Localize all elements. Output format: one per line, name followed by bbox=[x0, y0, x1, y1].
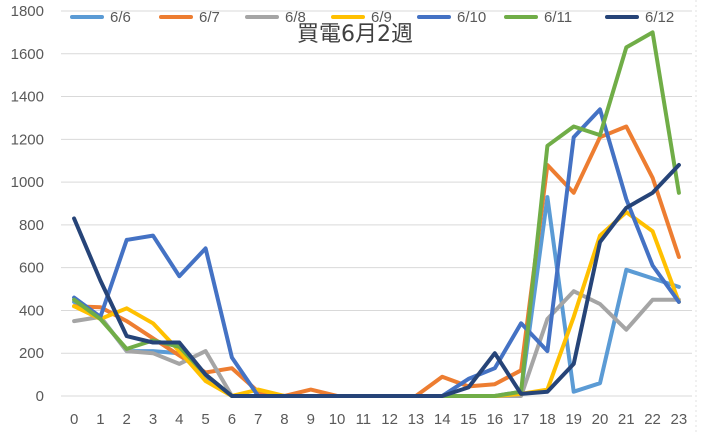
x-tick-label: 4 bbox=[175, 411, 183, 428]
x-tick-label: 23 bbox=[671, 411, 688, 428]
legend-label: 6/10 bbox=[457, 9, 486, 26]
legend-label: 6/6 bbox=[110, 9, 131, 26]
x-tick-label: 16 bbox=[486, 411, 503, 428]
x-tick-label: 1 bbox=[96, 411, 104, 428]
y-tick-label: 1200 bbox=[11, 131, 44, 148]
x-tick-label: 8 bbox=[280, 411, 288, 428]
y-tick-label: 200 bbox=[19, 345, 44, 362]
x-tick-label: 20 bbox=[592, 411, 609, 428]
x-axis: 0 1 2 3 4 5 6 7 8 9 10 11 12 13 14 15 16 17 18 19 20 21 22 23 bbox=[70, 411, 687, 428]
legend-label: 6/7 bbox=[199, 9, 220, 26]
y-tick-label: 800 bbox=[19, 217, 44, 234]
x-tick-label: 19 bbox=[565, 411, 582, 428]
x-tick-label: 2 bbox=[123, 411, 131, 428]
x-tick-label: 12 bbox=[381, 411, 398, 428]
x-tick-label: 3 bbox=[149, 411, 157, 428]
x-tick-label: 13 bbox=[408, 411, 425, 428]
legend-label: 6/11 bbox=[544, 9, 572, 26]
x-tick-label: 21 bbox=[618, 411, 635, 428]
y-tick-label: 1800 bbox=[11, 3, 44, 20]
y-tick-label: 1000 bbox=[11, 174, 44, 191]
y-tick-label: 400 bbox=[19, 302, 44, 319]
legend-label: 6/8 bbox=[285, 9, 306, 26]
series-line-6-12 bbox=[72, 163, 681, 398]
x-tick-label: 5 bbox=[201, 411, 209, 428]
x-tick-label: 11 bbox=[356, 411, 372, 428]
legend-label: 6/9 bbox=[371, 9, 392, 26]
x-tick-label: 10 bbox=[329, 411, 346, 428]
y-tick-label: 1400 bbox=[11, 89, 44, 106]
x-tick-label: 6 bbox=[228, 411, 236, 428]
x-tick-label: 22 bbox=[644, 411, 661, 428]
legend: 6/6 6/7 6/8 6/9 6/10 6/11 6/12 bbox=[70, 9, 674, 26]
x-tick-label: 18 bbox=[539, 411, 556, 428]
x-tick-label: 14 bbox=[434, 411, 451, 428]
x-tick-label: 9 bbox=[307, 411, 315, 428]
series-lines bbox=[72, 30, 681, 398]
x-tick-label: 0 bbox=[70, 411, 78, 428]
y-tick-label: 0 bbox=[36, 388, 44, 405]
x-tick-label: 7 bbox=[254, 411, 262, 428]
x-tick-label: 17 bbox=[513, 411, 530, 428]
x-tick-label: 15 bbox=[460, 411, 477, 428]
y-axis: 0 200 400 600 800 1000 1200 1400 1600 1800 bbox=[11, 3, 44, 405]
chart-title: 買電6月2週 bbox=[297, 22, 413, 47]
y-tick-label: 1600 bbox=[11, 46, 44, 63]
y-tick-label: 600 bbox=[19, 260, 44, 277]
legend-label: 6/12 bbox=[645, 9, 674, 26]
